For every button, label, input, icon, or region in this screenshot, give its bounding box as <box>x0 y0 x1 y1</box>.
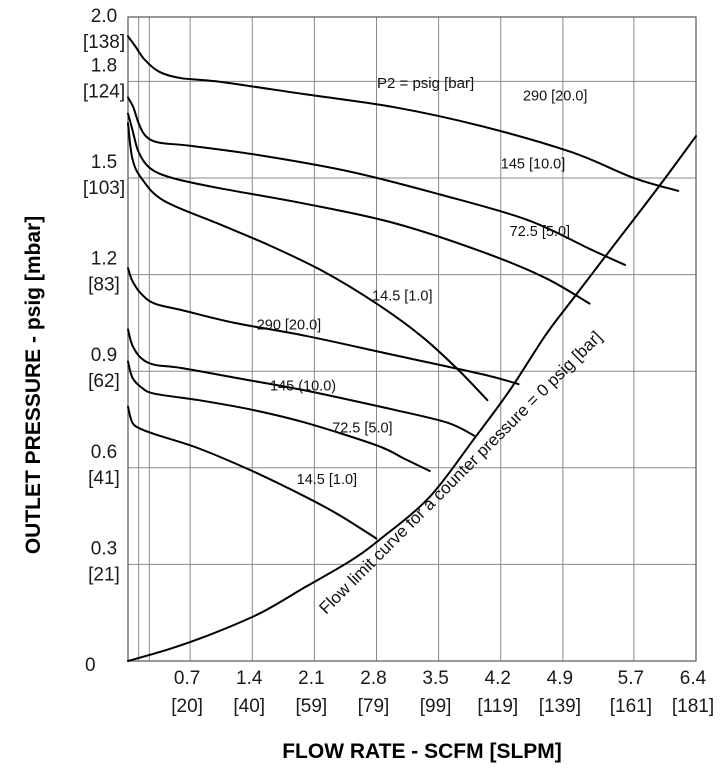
y-tick-label-3: 1.2 <box>91 249 117 270</box>
series-line-lower-7 <box>127 405 378 540</box>
series-label-7: 14.5 [1.0] <box>297 472 357 488</box>
series-label-5: 145 (10.0) <box>270 379 336 395</box>
x-tick-label-6: 4.9 <box>547 668 573 689</box>
y-tick-label-4: 1.5 <box>91 152 117 173</box>
series-label-4: 290 [20.0] <box>257 317 322 333</box>
flow-limit-curve <box>127 135 697 662</box>
y-tick-sublabel-6: [138] <box>83 32 125 53</box>
y-tick-label-2: 0.9 <box>91 345 117 366</box>
y-tick-label-0: 0.3 <box>91 538 117 559</box>
x-tick-label-4: 3.5 <box>422 668 448 689</box>
x-tick-sublabel-5: [119] <box>477 696 518 717</box>
curve-labels: 290 [20.0] 145 [10.0] 72.5 [5.0] 14.5 [1.0]… <box>257 89 588 488</box>
y-tick-label-1: 0.6 <box>91 442 117 463</box>
y-tick-sublabel-2: [62] <box>88 371 120 392</box>
series-line-upper-0 <box>127 35 680 192</box>
grid <box>128 16 697 661</box>
x-tick-sublabel-6: [139] <box>539 696 581 717</box>
series-label-1: 145 [10.0] <box>501 156 566 172</box>
series-line-lower-5 <box>127 328 476 437</box>
x-tick-label-5: 4.2 <box>485 668 511 689</box>
legend-note: P2 = psig [bar] <box>377 75 474 92</box>
y-tick-sublabel-3: [83] <box>88 275 120 296</box>
x-tick-sublabel-3: [79] <box>358 696 390 717</box>
series-label-0: 290 [20.0] <box>523 89 588 105</box>
y-tick-sublabel-4: [103] <box>83 178 125 199</box>
y-tick-label-6: 2.0 <box>91 6 117 27</box>
tick-labels: 0.7 [20] 1.4 [40] 2.1 [59] 2.8 [79] 3.5 [99] 4.2 [1… <box>83 6 714 717</box>
x-tick-label-1: 1.4 <box>236 668 263 689</box>
x-tick-label-7: 5.7 <box>618 668 644 689</box>
x-tick-sublabel-2: [59] <box>296 696 328 717</box>
x-tick-label-3: 2.8 <box>360 668 386 689</box>
x-axis-title: FLOW RATE - SCFM [SLPM] <box>282 740 562 763</box>
y-tick-label-5: 1.8 <box>91 55 117 76</box>
x-tick-label-2: 2.1 <box>298 668 324 689</box>
plot-frame <box>127 16 697 662</box>
series-label-3: 14.5 [1.0] <box>372 288 432 304</box>
curves <box>127 35 697 662</box>
origin-label: 0 <box>85 655 96 676</box>
y-tick-sublabel-1: [41] <box>88 468 120 489</box>
series-label-6: 72.5 [5.0] <box>332 420 392 436</box>
series-line-lower-6 <box>127 360 431 472</box>
y-tick-sublabel-5: [124] <box>83 81 125 102</box>
x-tick-sublabel-7: [161] <box>610 696 652 717</box>
series-line-lower-4 <box>127 267 520 386</box>
series-label-2: 72.5 [5.0] <box>510 224 570 240</box>
x-tick-label-8: 6.4 <box>680 668 707 689</box>
series-line-upper-2 <box>127 112 591 305</box>
y-tick-sublabel-0: [21] <box>88 564 120 585</box>
y-axis-title: OUTLET PRESSURE - psig [mbar] <box>22 216 45 554</box>
series-line-upper-1 <box>127 96 626 266</box>
x-tick-sublabel-8: [181] <box>672 696 714 717</box>
x-tick-label-0: 0.7 <box>174 668 200 689</box>
series-line-upper-3 <box>127 122 489 402</box>
x-tick-sublabel-0: [20] <box>171 696 203 717</box>
x-tick-sublabel-4: [99] <box>420 696 452 717</box>
x-tick-sublabel-1: [40] <box>233 696 265 717</box>
